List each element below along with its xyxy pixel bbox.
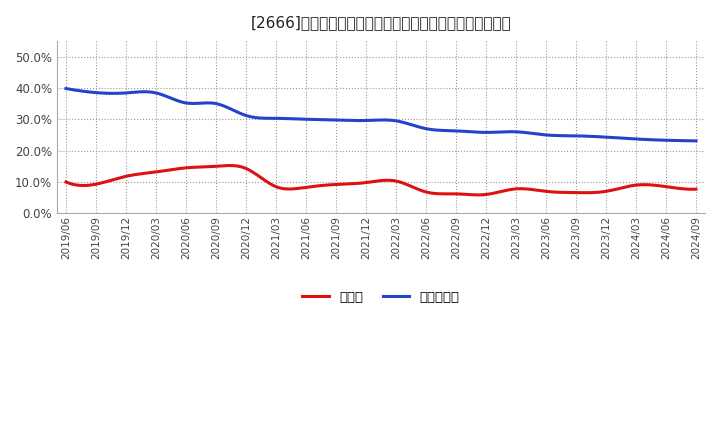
- 有利子負債: [64, 86, 73, 92]
- 有利子負債: [435, 128, 444, 133]
- 有利子負債: [447, 128, 456, 133]
- 現顔金: [64, 180, 73, 186]
- 現顔金: [62, 180, 71, 185]
- 現顔金: [637, 182, 646, 187]
- Line: 現顔金: 現顔金: [66, 165, 696, 195]
- 現顔金: [438, 191, 447, 197]
- 現顔金: [597, 189, 606, 194]
- 現顔金: [449, 191, 458, 197]
- Line: 有利子負債: 有利子負債: [66, 88, 696, 141]
- 現顔金: [437, 191, 446, 197]
- 現顔金: [692, 187, 701, 192]
- 有利子負債: [62, 86, 71, 91]
- 有利子負債: [437, 128, 446, 133]
- 有利子負債: [692, 138, 701, 143]
- 有利子負債: [633, 136, 642, 142]
- Legend: 現顔金, 有利子負債: 現顔金, 有利子負債: [297, 286, 465, 309]
- 有利子負債: [593, 134, 601, 139]
- 現顔金: [474, 192, 483, 198]
- 現顔金: [226, 163, 235, 168]
- Title: [2666]　現顔金、有利子負債の総資産に対する比率の推移: [2666] 現顔金、有利子負債の総資産に対する比率の推移: [251, 15, 511, 30]
